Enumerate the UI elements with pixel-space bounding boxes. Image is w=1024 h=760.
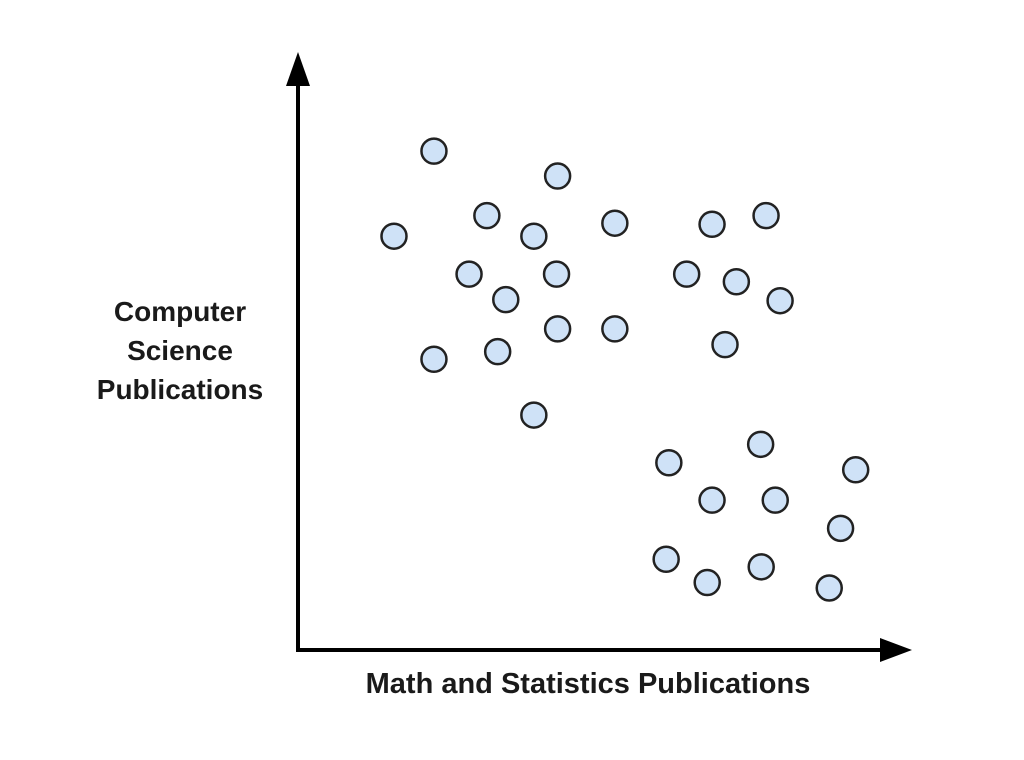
- data-point-6: [601, 209, 629, 237]
- data-point-10: [543, 315, 572, 343]
- data-point-5: [520, 222, 548, 250]
- y-axis-label-line-1: Computer: [114, 296, 246, 327]
- data-point-28: [747, 553, 775, 581]
- data-point-21: [655, 449, 683, 477]
- data-point-18: [722, 267, 751, 296]
- data-point-4: [380, 222, 408, 250]
- y-axis-label-line-2: Science: [127, 335, 233, 366]
- y-axis-arrowhead: [286, 52, 310, 86]
- data-point-1: [420, 137, 448, 165]
- data-point-24: [698, 486, 726, 514]
- data-point-23: [841, 456, 870, 484]
- data-point-25: [761, 486, 789, 514]
- data-point-16: [752, 201, 780, 230]
- x-axis-arrowhead: [880, 638, 912, 662]
- data-point-11: [601, 315, 629, 343]
- data-point-13: [483, 337, 512, 366]
- data-point-14: [520, 401, 548, 429]
- data-point-7: [455, 260, 483, 288]
- data-point-20: [711, 330, 739, 359]
- data-point-12: [420, 345, 448, 373]
- data-points: [380, 137, 870, 602]
- axes: [286, 52, 912, 662]
- data-point-30: [815, 574, 843, 602]
- data-point-15: [698, 210, 726, 239]
- y-axis-label-line-3: Publications: [97, 374, 263, 405]
- data-point-9: [492, 285, 520, 314]
- data-point-22: [746, 430, 775, 459]
- data-point-2: [543, 162, 572, 190]
- data-point-8: [542, 260, 571, 288]
- data-point-17: [672, 260, 701, 288]
- x-axis-label: Math and Statistics Publications: [366, 668, 811, 700]
- data-point-19: [766, 286, 794, 315]
- data-point-26: [826, 514, 855, 543]
- data-point-29: [693, 568, 721, 597]
- data-point-27: [652, 545, 680, 573]
- data-point-3: [473, 201, 501, 230]
